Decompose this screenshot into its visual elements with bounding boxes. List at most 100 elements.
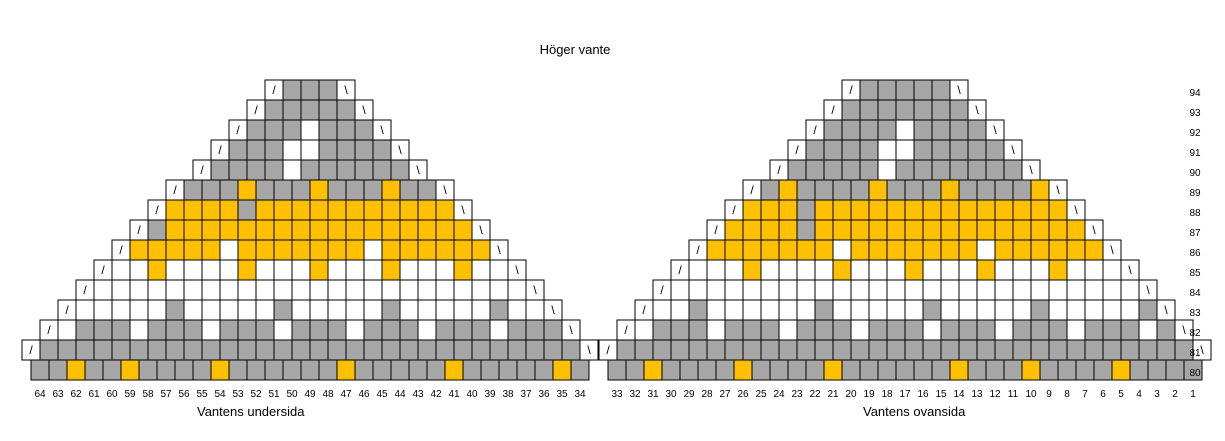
column-number: 48 bbox=[322, 389, 334, 400]
chart-cell bbox=[787, 359, 807, 381]
decrease-symbol: \ bbox=[416, 163, 420, 177]
column-number: 13 bbox=[971, 389, 983, 400]
chart-cell bbox=[1120, 319, 1140, 341]
chart-cell bbox=[327, 299, 347, 321]
column-number: 44 bbox=[394, 389, 406, 400]
chart-cell bbox=[904, 319, 924, 341]
chart-cell bbox=[1030, 259, 1050, 281]
decrease-symbol: / bbox=[732, 203, 736, 217]
column-number: 51 bbox=[268, 389, 280, 400]
chart-cell bbox=[913, 359, 933, 381]
chart-cell bbox=[1102, 259, 1122, 281]
column-number: 31 bbox=[647, 389, 659, 400]
chart-cell bbox=[877, 99, 897, 121]
chart-cell bbox=[417, 259, 437, 281]
chart-cell bbox=[940, 179, 960, 201]
chart-cell bbox=[1012, 259, 1032, 281]
chart-cell bbox=[868, 259, 888, 281]
column-number: 37 bbox=[520, 389, 532, 400]
chart-cell bbox=[1066, 319, 1086, 341]
chart-cell bbox=[967, 159, 987, 181]
chart-cell bbox=[994, 339, 1014, 361]
chart-cell bbox=[922, 259, 942, 281]
chart-cell bbox=[435, 279, 455, 301]
chart-cell bbox=[543, 339, 563, 361]
chart-cell bbox=[706, 299, 726, 321]
chart-cell bbox=[940, 259, 960, 281]
decrease-symbol: / bbox=[200, 163, 204, 177]
chart-cell bbox=[219, 319, 239, 341]
chart-cell bbox=[345, 199, 365, 221]
chart-cell bbox=[841, 119, 861, 141]
chart-cell bbox=[129, 299, 149, 321]
row-number: 90 bbox=[1189, 168, 1201, 179]
chart-cell bbox=[976, 179, 996, 201]
chart-cell bbox=[264, 139, 284, 161]
chart-cell bbox=[1012, 299, 1032, 321]
chart-cell bbox=[525, 319, 545, 341]
row-number: 89 bbox=[1189, 188, 1201, 199]
chart-cell bbox=[318, 119, 338, 141]
chart-cell bbox=[814, 279, 834, 301]
chart-cell bbox=[922, 279, 942, 301]
chart-cell bbox=[39, 339, 59, 361]
chart-cell bbox=[363, 179, 383, 201]
chart-cell bbox=[976, 299, 996, 321]
chart-cell bbox=[327, 339, 347, 361]
decrease-symbol: \ bbox=[533, 283, 537, 297]
chart-cell bbox=[886, 179, 906, 201]
chart-cell bbox=[1048, 299, 1068, 321]
chart-cell bbox=[66, 359, 86, 381]
column-number: 46 bbox=[358, 389, 370, 400]
chart-cell bbox=[201, 279, 221, 301]
chart-cell bbox=[363, 259, 383, 281]
chart-cell bbox=[453, 219, 473, 241]
column-number: 60 bbox=[106, 389, 118, 400]
chart-cell bbox=[670, 299, 690, 321]
chart-cell bbox=[354, 139, 374, 161]
decrease-symbol: \ bbox=[1110, 243, 1114, 257]
chart-cell bbox=[75, 299, 95, 321]
chart-cell bbox=[345, 259, 365, 281]
chart-cell bbox=[814, 239, 834, 261]
decrease-symbol: \ bbox=[479, 223, 483, 237]
decrease-symbol: / bbox=[831, 103, 835, 117]
chart-cell bbox=[381, 319, 401, 341]
chart-cell bbox=[129, 259, 149, 281]
chart-cell bbox=[471, 239, 491, 261]
chart-cell bbox=[453, 299, 473, 321]
column-number: 3 bbox=[1154, 389, 1160, 400]
chart-cell bbox=[1084, 279, 1104, 301]
chart-cell bbox=[931, 159, 951, 181]
chart-cell bbox=[949, 359, 969, 381]
chart-cell bbox=[688, 339, 708, 361]
chart-cell bbox=[291, 259, 311, 281]
chart-cell bbox=[940, 339, 960, 361]
chart-cell bbox=[994, 319, 1014, 341]
chart-cell bbox=[309, 299, 329, 321]
chart-cell bbox=[219, 179, 239, 201]
chart-cell bbox=[994, 179, 1014, 201]
decrease-symbol: \ bbox=[344, 83, 348, 97]
chart-cell bbox=[174, 359, 194, 381]
chart-cell bbox=[796, 319, 816, 341]
chart-cell bbox=[706, 259, 726, 281]
chart-cell bbox=[850, 179, 870, 201]
chart-cell bbox=[183, 239, 203, 261]
chart-cell bbox=[742, 319, 762, 341]
chart-cell bbox=[561, 339, 581, 361]
chart-cell bbox=[489, 339, 509, 361]
chart-cell bbox=[255, 339, 275, 361]
chart-cell bbox=[255, 219, 275, 241]
chart-cell bbox=[372, 159, 392, 181]
chart-cell bbox=[57, 339, 77, 361]
chart-cell bbox=[724, 299, 744, 321]
chart-cell bbox=[886, 219, 906, 241]
chart-cell bbox=[760, 339, 780, 361]
chart-cell bbox=[489, 319, 509, 341]
column-number: 40 bbox=[466, 389, 478, 400]
chart-cell bbox=[525, 299, 545, 321]
chart-cell bbox=[264, 99, 284, 121]
chart-cell bbox=[769, 359, 789, 381]
chart-cell bbox=[976, 259, 996, 281]
